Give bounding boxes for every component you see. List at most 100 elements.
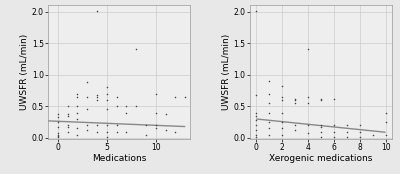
Point	[266, 133, 272, 136]
Point	[104, 135, 110, 138]
Point	[292, 99, 298, 101]
Point	[356, 135, 363, 138]
Point	[382, 133, 389, 136]
Point	[292, 129, 298, 132]
Point	[292, 97, 298, 100]
Point	[292, 124, 298, 127]
Point	[64, 124, 71, 127]
Point	[305, 132, 311, 134]
Point	[74, 92, 81, 95]
X-axis label: Xerogenic medications: Xerogenic medications	[269, 154, 373, 163]
Point	[382, 111, 389, 114]
Point	[94, 99, 100, 101]
Point	[94, 124, 100, 127]
Point	[74, 111, 81, 114]
Point	[74, 118, 81, 120]
Point	[344, 130, 350, 133]
Point	[305, 96, 311, 98]
Point	[344, 124, 350, 127]
Point	[172, 96, 179, 98]
Point	[279, 127, 285, 130]
Point	[104, 92, 110, 95]
Point	[305, 102, 311, 105]
Point	[64, 113, 71, 115]
Y-axis label: UWSFR (mL/min): UWSFR (mL/min)	[20, 34, 29, 110]
Point	[84, 81, 90, 84]
Point	[114, 124, 120, 127]
X-axis label: Medications: Medications	[92, 154, 146, 163]
Point	[114, 130, 120, 133]
Point	[356, 130, 363, 133]
Point	[331, 124, 337, 127]
Point	[84, 96, 90, 98]
Point	[370, 133, 376, 136]
Point	[104, 124, 110, 127]
Point	[104, 108, 110, 111]
Point	[55, 125, 61, 128]
Point	[331, 130, 337, 133]
Point	[292, 102, 298, 105]
Point	[162, 129, 169, 132]
Point	[153, 111, 159, 114]
Point	[162, 113, 169, 115]
Point	[55, 136, 61, 139]
Point	[104, 86, 110, 89]
Point	[318, 99, 324, 101]
Point	[64, 114, 71, 117]
Point	[153, 127, 159, 130]
Point	[305, 48, 311, 51]
Point	[279, 111, 285, 114]
Point	[94, 96, 100, 98]
Point	[253, 94, 260, 96]
Point	[318, 124, 324, 127]
Point	[266, 111, 272, 114]
Point	[266, 121, 272, 124]
Point	[266, 80, 272, 82]
Point	[153, 124, 159, 127]
Point	[123, 105, 130, 108]
Point	[253, 124, 260, 127]
Point	[94, 94, 100, 96]
Point	[64, 125, 71, 128]
Point	[74, 105, 81, 108]
Point	[84, 129, 90, 132]
Point	[133, 48, 140, 51]
Point	[84, 108, 90, 111]
Point	[123, 111, 130, 114]
Point	[253, 114, 260, 117]
Point	[253, 135, 260, 138]
Point	[253, 111, 260, 114]
Point	[123, 130, 130, 133]
Point	[94, 10, 100, 12]
Point	[55, 113, 61, 115]
Point	[279, 99, 285, 101]
Point	[114, 96, 120, 98]
Point	[64, 105, 71, 108]
Point	[318, 125, 324, 128]
Point	[253, 133, 260, 136]
Point	[172, 130, 179, 133]
Point	[331, 97, 337, 100]
Point	[305, 124, 311, 127]
Point	[279, 85, 285, 88]
Point	[55, 135, 61, 137]
Point	[143, 133, 149, 136]
Point	[318, 135, 324, 138]
Point	[153, 92, 159, 95]
Point	[84, 124, 90, 127]
Point	[279, 96, 285, 98]
Point	[253, 129, 260, 132]
Point	[104, 130, 110, 133]
Point	[344, 135, 350, 138]
Point	[253, 10, 260, 12]
Point	[133, 105, 140, 108]
Point	[266, 92, 272, 95]
Point	[55, 132, 61, 134]
Point	[143, 124, 149, 127]
Point	[331, 135, 337, 138]
Point	[55, 133, 61, 136]
Point	[114, 105, 120, 108]
Point	[266, 127, 272, 130]
Point	[104, 99, 110, 101]
Point	[55, 121, 61, 124]
